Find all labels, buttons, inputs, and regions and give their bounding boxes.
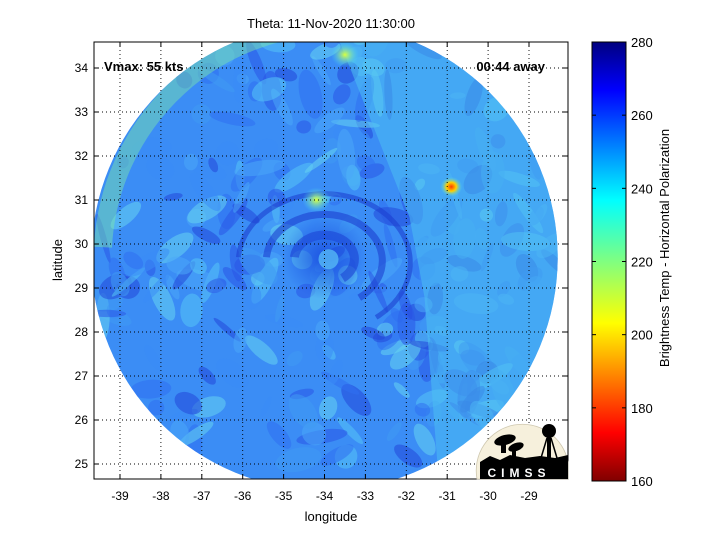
vmax-label: Vmax: 55 kts	[104, 59, 184, 74]
logo-silhouette-icon	[480, 424, 568, 479]
x-tick-label: -32	[398, 489, 416, 503]
colorbar-tick-label: 200	[631, 328, 653, 343]
y-tick-label: 30	[75, 237, 89, 251]
warm-spot	[330, 42, 359, 68]
axes-border	[93, 41, 569, 480]
x-tick-label: -39	[111, 489, 129, 503]
y-tick-label: 33	[75, 105, 89, 119]
y-tick-label: 27	[75, 369, 89, 383]
y-tick-label: 32	[75, 149, 89, 163]
colorbar-tick-label: 180	[631, 401, 653, 416]
colorbar-tick-label: 240	[631, 181, 653, 196]
x-tick-label: -36	[234, 489, 252, 503]
y-axis-ticks: 25 26 27 28 29 30 31 32 33 34	[75, 61, 568, 471]
colorbar-ticks: 160 180 200 220 240 260 280	[592, 35, 653, 489]
x-tick-label: -35	[275, 489, 293, 503]
warm-spot	[302, 187, 331, 213]
warm-spot	[440, 176, 463, 197]
colorbar-tick-label: 280	[631, 35, 653, 50]
x-tick-label: -31	[439, 489, 457, 503]
time-away-label: 00:44 away	[476, 59, 545, 74]
colorbar	[591, 41, 627, 482]
y-tick-label: 34	[75, 61, 89, 75]
y-tick-label: 29	[75, 281, 89, 295]
x-tick-label: -34	[316, 489, 334, 503]
y-tick-label: 28	[75, 325, 89, 339]
cimss-logo: CIMSS	[475, 423, 569, 480]
x-tick-label: -37	[193, 489, 211, 503]
y-tick-label: 26	[75, 413, 89, 427]
colorbar-tick-label: 220	[631, 255, 653, 270]
x-tick-label: -38	[152, 489, 170, 503]
colorbar-tick-label: 260	[631, 108, 653, 123]
x-tick-label: -29	[520, 489, 538, 503]
colorbar-tick-label: 160	[631, 474, 653, 489]
x-tick-label: -30	[479, 489, 497, 503]
logo-text: CIMSS	[487, 466, 550, 480]
x-axis-ticks: -39 -38 -37 -36 -35 -34 -33 -32 -31 -30 -29	[111, 42, 538, 503]
colorbar-label: Brightness Temp - Horizontal Polarizatio…	[657, 129, 672, 367]
y-tick-label: 25	[75, 457, 89, 471]
y-axis-label: latitude	[50, 239, 65, 281]
x-tick-label: -33	[357, 489, 375, 503]
y-tick-label: 31	[75, 193, 89, 207]
grid-lines	[94, 42, 568, 479]
map-title: Theta: 11-Nov-2020 11:30:00	[247, 16, 415, 31]
x-axis-label: longitude	[305, 509, 358, 524]
